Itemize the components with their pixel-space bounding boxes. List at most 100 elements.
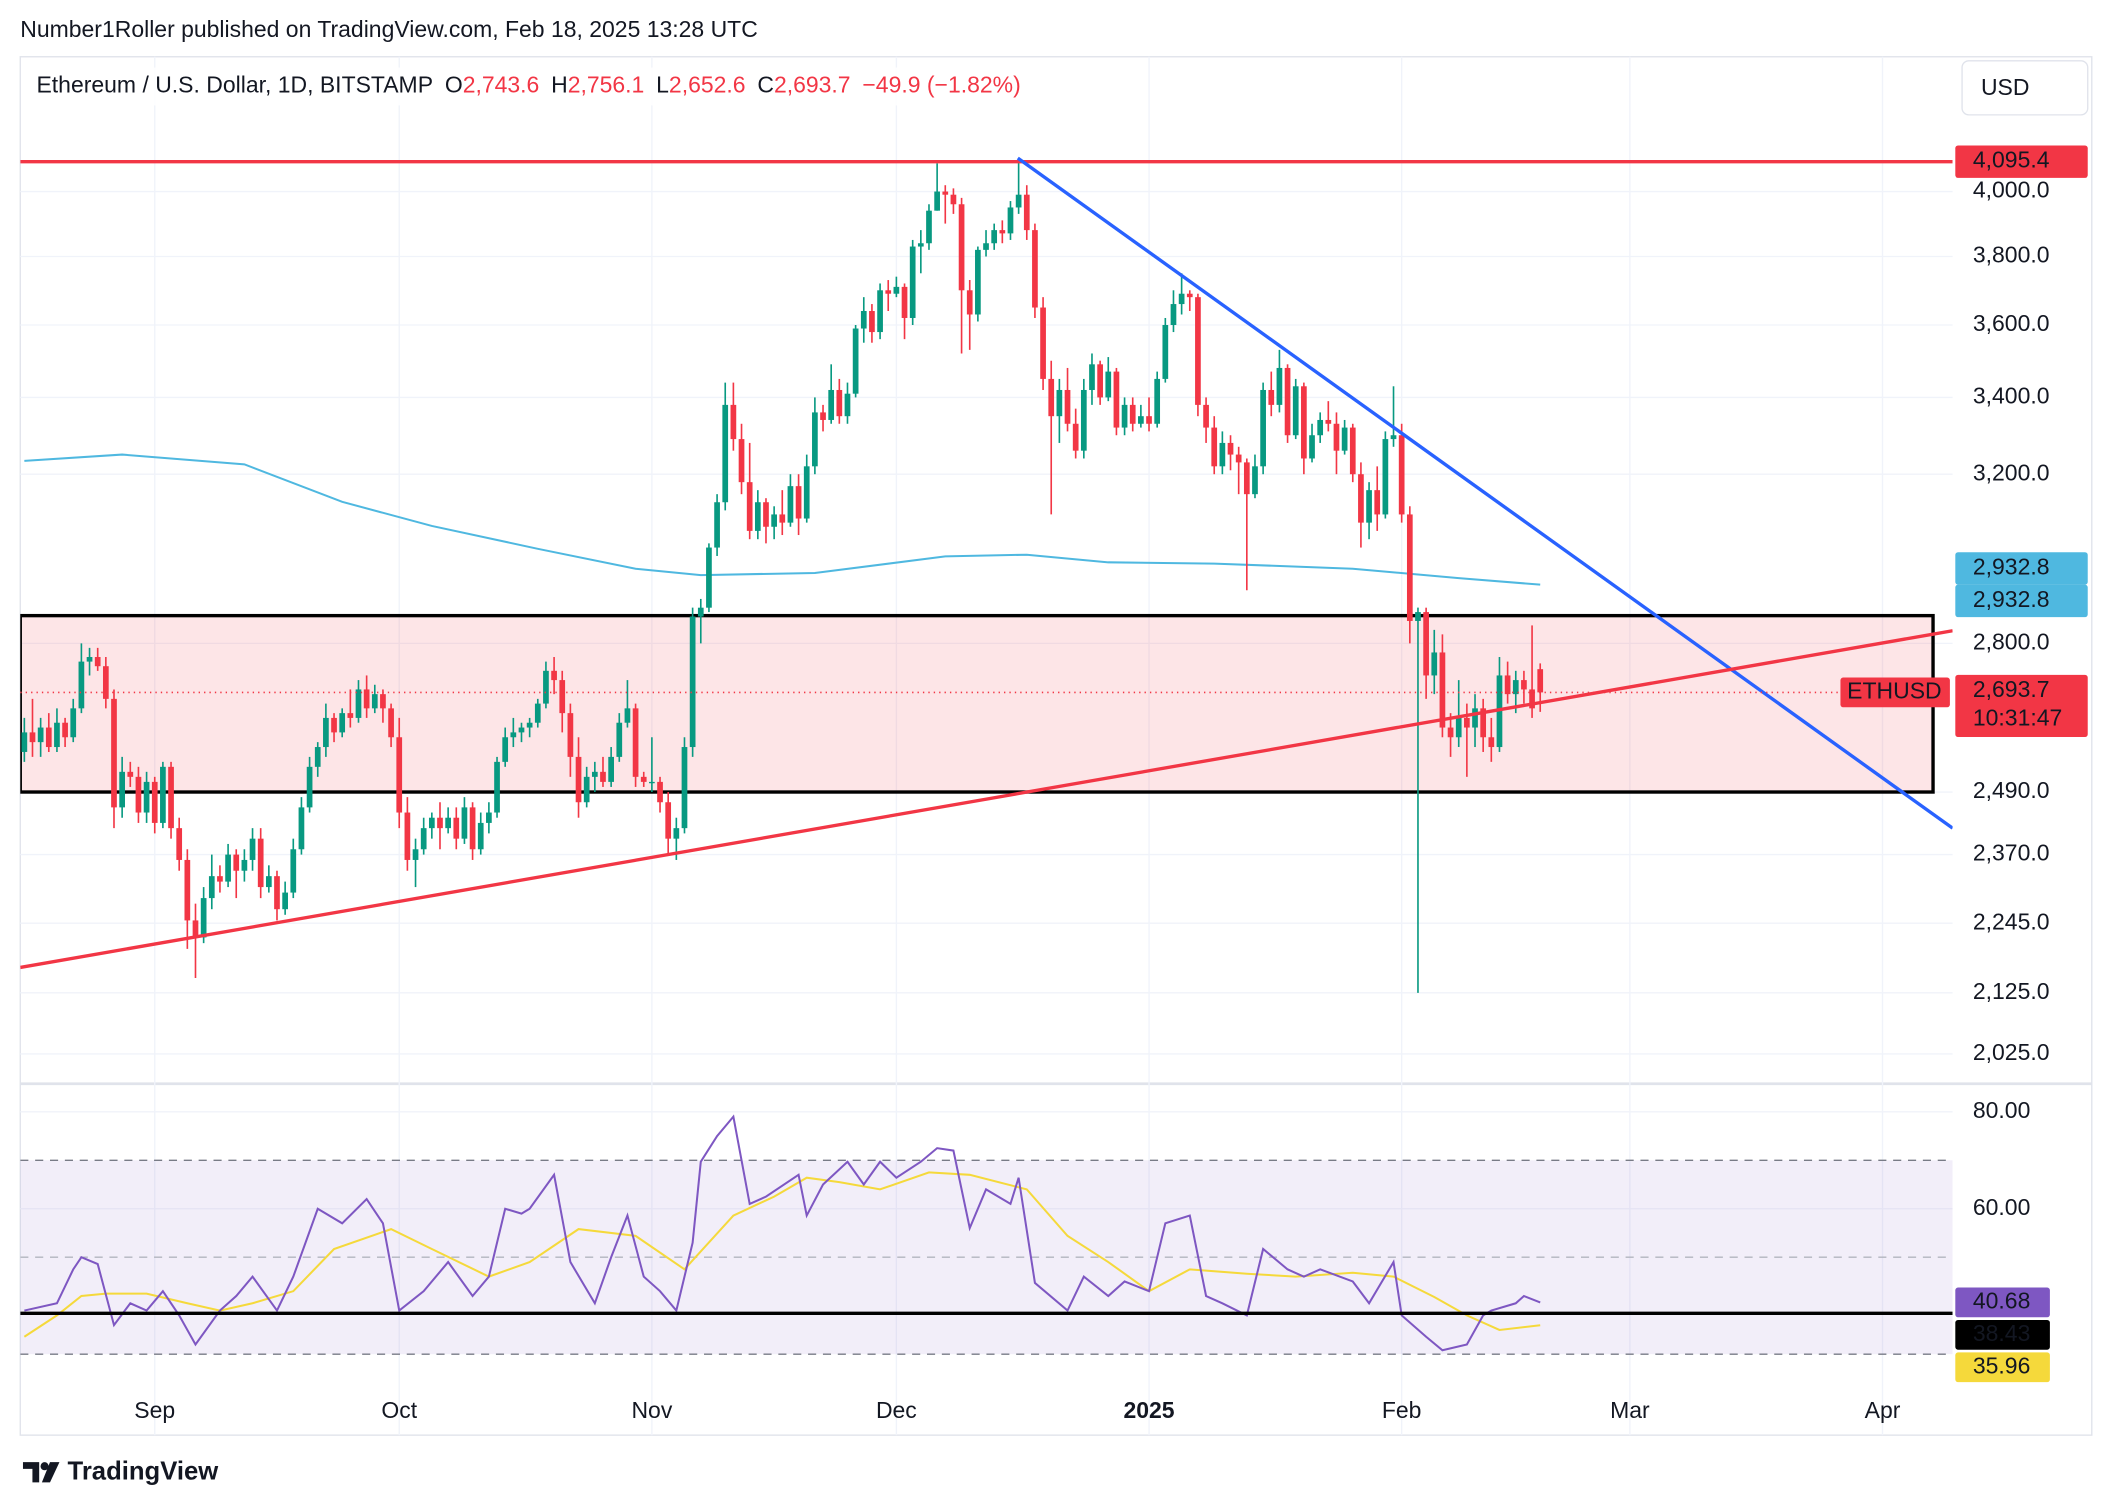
candle-body: [1080, 389, 1087, 451]
candle-body: [143, 781, 150, 813]
candle-body: [551, 670, 557, 681]
moving-average: [24, 453, 1541, 586]
candle-body: [1455, 717, 1462, 738]
candle-body: [1349, 427, 1356, 475]
candle-body: [1129, 404, 1136, 424]
candle-body: [445, 817, 451, 829]
candle-body: [543, 670, 549, 704]
candle-body: [754, 502, 761, 531]
y-tick-label: 2,125.0: [1973, 978, 2050, 1004]
legend: Ethereum / U.S. Dollar, 1D, BITSTAMP O2,…: [36, 72, 1020, 98]
candle-body: [363, 689, 370, 709]
candle-body: [714, 502, 720, 548]
candle-body: [934, 191, 940, 211]
rsi-value-label: 40.68: [1973, 1287, 2030, 1313]
candle-body: [942, 191, 949, 195]
candle-body: [168, 766, 174, 829]
candle-body: [282, 892, 288, 910]
candle-body: [176, 828, 183, 860]
candle-body: [917, 243, 924, 247]
candle-body: [127, 771, 134, 777]
candle-body: [1235, 454, 1242, 463]
legend-value: 2,652.6: [669, 72, 746, 98]
candle-body: [1504, 675, 1511, 695]
candle-body: [771, 514, 777, 527]
candle-body: [1162, 325, 1169, 379]
candle-body: [469, 807, 476, 850]
ma-label: 2,932.8: [1973, 554, 2050, 580]
candle-body: [208, 876, 215, 899]
candle-body: [526, 722, 533, 728]
candle-body: [412, 849, 419, 860]
candle-body: [461, 807, 468, 839]
candle-body: [803, 466, 810, 519]
candle-body: [665, 802, 672, 839]
candle-body: [1447, 727, 1454, 738]
candle-body: [477, 822, 484, 850]
price-pane: [20, 156, 1953, 993]
candle-body: [192, 920, 199, 938]
candle-body: [926, 210, 932, 244]
legend-key: L: [656, 72, 669, 98]
candle-body: [632, 708, 639, 777]
x-tick-label: Oct: [381, 1397, 417, 1423]
candle-body: [29, 732, 36, 743]
x-tick-label: Nov: [631, 1397, 672, 1423]
candle-body: [1072, 423, 1079, 451]
ma-label-box: [1955, 584, 2088, 618]
candle-body: [722, 404, 729, 503]
candle-body: [624, 708, 631, 723]
candle-body: [1309, 435, 1315, 459]
candle-body: [1521, 680, 1527, 690]
candle-body: [1113, 371, 1120, 428]
candle-body: [950, 194, 957, 205]
candle-body: [323, 717, 329, 748]
candle-body: [1341, 427, 1348, 451]
candle-body: [1048, 378, 1055, 417]
candle-body: [640, 776, 647, 782]
candle-body: [1406, 514, 1413, 621]
rsi-tick-label: 60.00: [1973, 1194, 2030, 1220]
candle-body: [681, 747, 688, 829]
candle-body: [763, 502, 769, 527]
legend-value: 2,743.6: [463, 72, 540, 98]
candle-body: [518, 727, 525, 733]
candle-body: [1325, 419, 1332, 424]
candle-body: [591, 771, 598, 777]
candle-body: [966, 290, 973, 315]
candle-body: [225, 854, 231, 882]
y-tick-label: 2,025.0: [1973, 1039, 2050, 1065]
candle-body: [1154, 378, 1161, 424]
candle-body: [608, 756, 614, 782]
candle-body: [1121, 404, 1128, 428]
x-tick-label: 2025: [1123, 1397, 1174, 1423]
y-tick-label: 3,800.0: [1973, 242, 2050, 268]
x-tick-label: Dec: [876, 1397, 917, 1423]
candle-body: [958, 204, 965, 291]
rsi-tick-label: 80.00: [1973, 1097, 2030, 1123]
candle-body: [1292, 386, 1299, 436]
candle-body: [486, 812, 492, 823]
candle-body: [852, 328, 859, 394]
candle-body: [1105, 371, 1112, 398]
candle-body: [1284, 367, 1291, 436]
candle-body: [909, 246, 916, 318]
candle-body: [420, 828, 427, 850]
candle-body: [1333, 423, 1340, 451]
rsi-value-label: 38.43: [1973, 1320, 2030, 1346]
candle-body: [119, 771, 125, 808]
axes: Sep Oct Nov Dec 2025 Feb Mar Apr 4,000.0 3,800.0 3…: [134, 145, 2088, 1423]
ma-label-box: [1955, 552, 2088, 585]
candle-body: [200, 898, 207, 938]
candle-body: [94, 657, 101, 667]
candle-body: [1097, 364, 1103, 398]
candle-body: [706, 547, 712, 608]
currency-button[interactable]: [1961, 60, 2089, 116]
candle-body: [1243, 462, 1250, 495]
candle-body: [1138, 416, 1144, 424]
candle-body: [135, 776, 142, 813]
candle-body: [559, 680, 566, 714]
candle-body: [502, 737, 509, 762]
